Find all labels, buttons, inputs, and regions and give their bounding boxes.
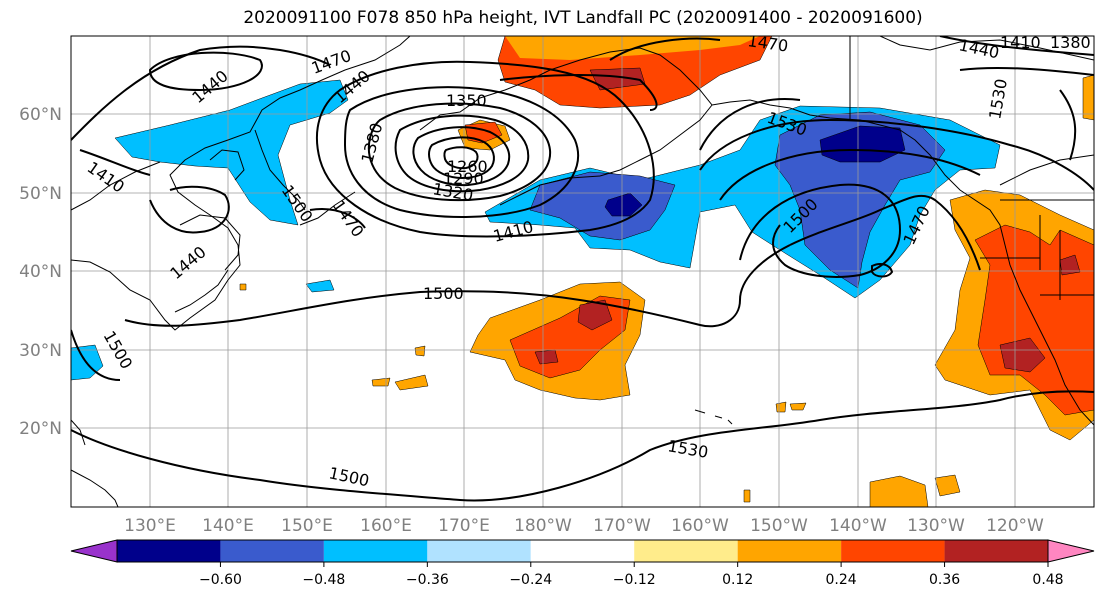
contour-label: 1470 — [746, 31, 789, 55]
colorbar-extend-high — [1047, 539, 1095, 563]
colorbar: −0.60 −0.48 −0.36 −0.24 −0.12 0.12 0.24 0.36 0.4… — [70, 539, 1095, 588]
lon-label-160e: 160°E — [360, 516, 412, 536]
contour-label: 1410 — [1000, 33, 1041, 52]
colorbar-segment — [530, 540, 635, 562]
colorbar-segment — [634, 540, 738, 562]
contour-label: 1500 — [423, 284, 464, 303]
lon-label-170e: 170°E — [438, 516, 490, 536]
lat-label-40n: 40°N — [19, 262, 62, 282]
lat-label-20n: 20°N — [19, 419, 62, 439]
colorbar-segment — [944, 540, 1048, 562]
colorbar-tick-label: −0.36 — [406, 572, 449, 588]
lon-label-130w: 130°W — [907, 516, 965, 536]
latitude-labels: 60°N 50°N 40°N 30°N 20°N — [19, 105, 62, 439]
longitude-labels: 130°E 140°E 150°E 160°E 170°E 180°W 170°… — [124, 516, 1044, 536]
colorbar-tick-label: −0.24 — [509, 572, 552, 588]
lon-label-180w: 180°W — [514, 516, 572, 536]
map-frame — [70, 35, 1095, 508]
colorbar-tick-label: 0.24 — [826, 572, 857, 588]
colorbar-segment — [323, 540, 428, 562]
lon-label-130e: 130°E — [124, 516, 176, 536]
colorbar-segment — [841, 540, 945, 562]
colorbar-segment — [220, 540, 324, 562]
contour-label: 1290 — [443, 169, 484, 188]
colorbar-extend-low — [70, 539, 118, 563]
colorbar-tick-label: 0.12 — [722, 572, 753, 588]
lat-label-50n: 50°N — [19, 184, 62, 204]
lon-label-120w: 120°W — [986, 516, 1044, 536]
colorbar-frame — [116, 539, 1049, 563]
height-contours — [71, 36, 1094, 502]
lon-label-170w: 170°W — [593, 516, 651, 536]
colorbar-segment — [427, 540, 531, 562]
gridlines — [71, 36, 1094, 507]
colorbar-segment — [117, 540, 221, 562]
colorbar-tick-label: −0.48 — [302, 572, 345, 588]
lon-label-160w: 160°W — [671, 516, 729, 536]
lon-label-150w: 150°W — [750, 516, 808, 536]
lat-label-60n: 60°N — [19, 105, 62, 125]
map-title: 2020091100 F078 850 hPa height, IVT Land… — [243, 8, 923, 28]
positive-ivt-shading — [239, 36, 1094, 507]
colorbar-segment — [737, 540, 842, 562]
coastlines — [71, 36, 1094, 507]
lon-label-150e: 150°E — [281, 516, 333, 536]
colorbar-tick-label: 0.36 — [929, 572, 960, 588]
negative-ivt-shading — [71, 79, 1001, 381]
contour-label: 1350 — [446, 91, 487, 110]
colorbar-tick-label: 0.48 — [1032, 572, 1063, 588]
contour-label: 1260 — [447, 157, 488, 176]
lon-label-140w: 140°W — [829, 516, 887, 536]
colorbar-tick-label: −0.60 — [199, 572, 242, 588]
lon-label-140e: 140°E — [202, 516, 254, 536]
lat-label-30n: 30°N — [19, 341, 62, 361]
map-area: 1440 1470 1440 1350 1380 1260 1290 1320 … — [71, 31, 1094, 507]
contour-label: 1380 — [1050, 33, 1091, 52]
colorbar-tick-label: −0.12 — [613, 572, 656, 588]
